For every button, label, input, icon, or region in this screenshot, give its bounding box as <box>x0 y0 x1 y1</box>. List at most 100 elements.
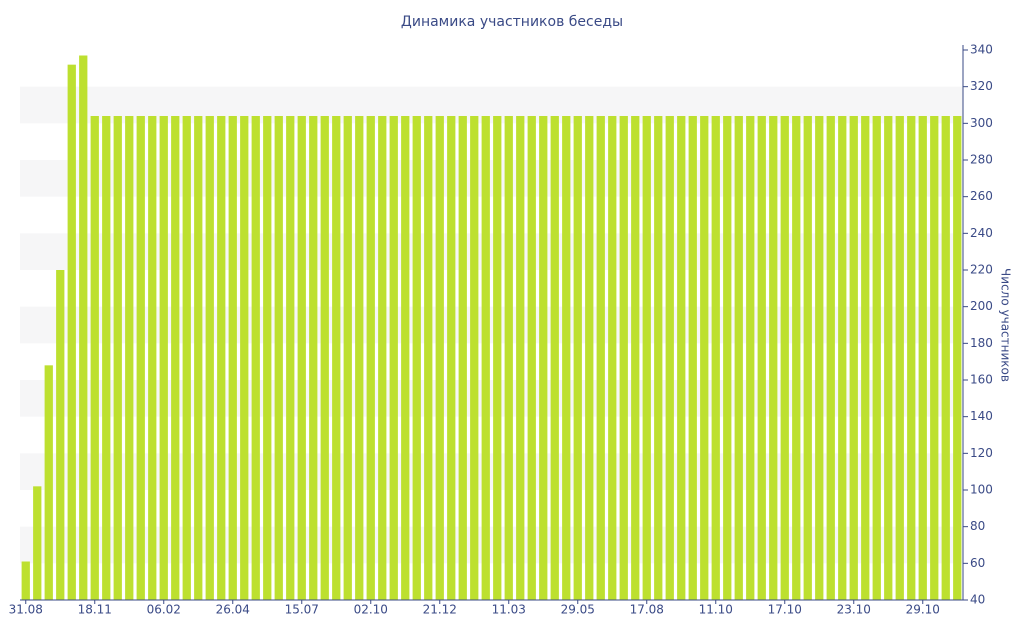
bar <box>33 486 42 600</box>
bar <box>389 116 398 600</box>
bar <box>447 116 456 600</box>
bar <box>608 116 617 600</box>
bar <box>194 116 203 600</box>
y-tick-label: 320 <box>970 79 993 93</box>
bar <box>884 116 893 600</box>
bar <box>815 116 824 600</box>
bar <box>171 116 180 600</box>
bar <box>378 116 387 600</box>
bar <box>355 116 364 600</box>
bar <box>631 116 640 600</box>
bar <box>274 116 283 600</box>
bar <box>550 116 559 600</box>
bar <box>102 116 111 600</box>
bar <box>769 116 778 600</box>
bar <box>826 116 835 600</box>
bar <box>895 116 904 600</box>
bar <box>723 116 732 600</box>
y-tick-label: 100 <box>970 483 993 497</box>
bar <box>182 116 191 600</box>
bar <box>56 270 65 600</box>
bar <box>217 116 226 600</box>
bar <box>861 116 870 600</box>
bar <box>470 116 479 600</box>
bar <box>424 116 433 600</box>
x-tick-label: 11.10 <box>699 603 733 617</box>
y-tick-label: 240 <box>970 226 993 240</box>
x-tick-label: 11.03 <box>492 603 526 617</box>
bar <box>539 116 548 600</box>
bar <box>343 116 352 600</box>
bar <box>654 116 663 600</box>
y-tick-label: 220 <box>970 263 993 277</box>
y-tick-label: 180 <box>970 336 993 350</box>
bar <box>677 116 686 600</box>
x-tick-label: 26.04 <box>216 603 250 617</box>
bar <box>803 116 812 600</box>
y-tick-label: 280 <box>970 153 993 167</box>
bar <box>746 116 755 600</box>
bar <box>953 116 962 600</box>
chart-title: Динамика участников беседы <box>401 14 623 30</box>
bar <box>734 116 743 600</box>
y-tick-label: 140 <box>970 409 993 423</box>
bar <box>309 116 318 600</box>
bar <box>596 116 605 600</box>
bar <box>838 116 847 600</box>
bar <box>240 116 249 600</box>
bar <box>711 116 720 600</box>
bar <box>136 116 145 600</box>
x-tick-label: 21.12 <box>423 603 457 617</box>
x-tick-label: 18.11 <box>78 603 112 617</box>
bar <box>125 116 134 600</box>
bar <box>90 116 99 600</box>
bar <box>332 116 341 600</box>
bar <box>930 116 939 600</box>
bar <box>619 116 628 600</box>
y-tick-label: 40 <box>970 593 985 607</box>
bar <box>401 116 410 600</box>
y-tick-label: 340 <box>970 43 993 57</box>
bar <box>458 116 467 600</box>
bar <box>585 116 594 600</box>
bar <box>780 116 789 600</box>
bar <box>44 365 53 600</box>
bar <box>688 116 697 600</box>
bar <box>412 116 421 600</box>
x-tick-label: 29.05 <box>561 603 595 617</box>
bar <box>205 116 214 600</box>
y-axis-label: Число участников <box>999 268 1013 382</box>
bar <box>21 561 30 600</box>
x-tick-label: 02.10 <box>354 603 388 617</box>
x-tick-label: 17.08 <box>630 603 664 617</box>
bar <box>493 116 502 600</box>
bar <box>642 116 651 600</box>
bar <box>516 116 525 600</box>
bar <box>297 116 306 600</box>
bar <box>849 116 858 600</box>
bar <box>435 116 444 600</box>
bar <box>113 116 122 600</box>
x-tick-label: 23.10 <box>837 603 871 617</box>
y-tick-label: 160 <box>970 373 993 387</box>
bar <box>251 116 260 600</box>
bar <box>527 116 536 600</box>
bar <box>562 116 571 600</box>
bar <box>700 116 709 600</box>
bar <box>872 116 881 600</box>
bar <box>573 116 582 600</box>
bar <box>67 64 76 600</box>
y-tick-label: 60 <box>970 556 985 570</box>
bar <box>263 116 272 600</box>
bar <box>792 116 801 600</box>
bar <box>79 55 88 600</box>
x-tick-label: 29.10 <box>906 603 940 617</box>
bar <box>907 116 916 600</box>
bar <box>918 116 927 600</box>
x-tick-label: 15.07 <box>285 603 319 617</box>
x-tick-label: 06.02 <box>147 603 181 617</box>
y-tick-label: 200 <box>970 299 993 313</box>
y-tick-label: 80 <box>970 519 985 533</box>
x-tick-label: 17.10 <box>768 603 802 617</box>
y-tick-label: 260 <box>970 189 993 203</box>
